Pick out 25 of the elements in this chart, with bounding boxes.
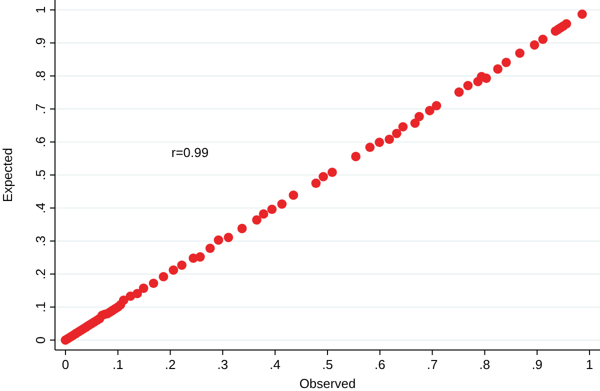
x-tick-label: .2	[164, 357, 176, 372]
x-tick-label: .1	[112, 357, 124, 372]
x-tick-label: .9	[532, 357, 543, 372]
annotation: r=0.99	[171, 145, 209, 160]
x-tick-label: 1	[586, 357, 594, 372]
y-tick-label: .8	[33, 70, 48, 82]
y-tick-label: .4	[33, 202, 48, 214]
x-tick-label: .7	[426, 357, 438, 372]
x-axis-title: Observed	[299, 376, 356, 391]
y-tick-label: .9	[33, 38, 48, 48]
x-tick-label: 0	[62, 357, 70, 372]
x-tick-label: .8	[479, 357, 490, 372]
y-tick-label: .3	[33, 236, 48, 246]
y-tick-label: .2	[33, 268, 48, 280]
y-tick-label: .1	[33, 302, 48, 312]
x-tick-label: .4	[270, 357, 281, 372]
y-tick-label: .5	[33, 170, 48, 180]
y-tick-label: 1	[33, 6, 48, 14]
y-axis-title: Expected	[0, 148, 15, 202]
y-tick-label: .7	[33, 104, 48, 114]
y-tick-label: 0	[33, 336, 48, 344]
x-tick-label: .6	[374, 357, 386, 372]
x-tick-label: .5	[322, 357, 333, 372]
y-tick-label: .6	[33, 136, 48, 148]
x-tick-label: .3	[217, 357, 228, 372]
